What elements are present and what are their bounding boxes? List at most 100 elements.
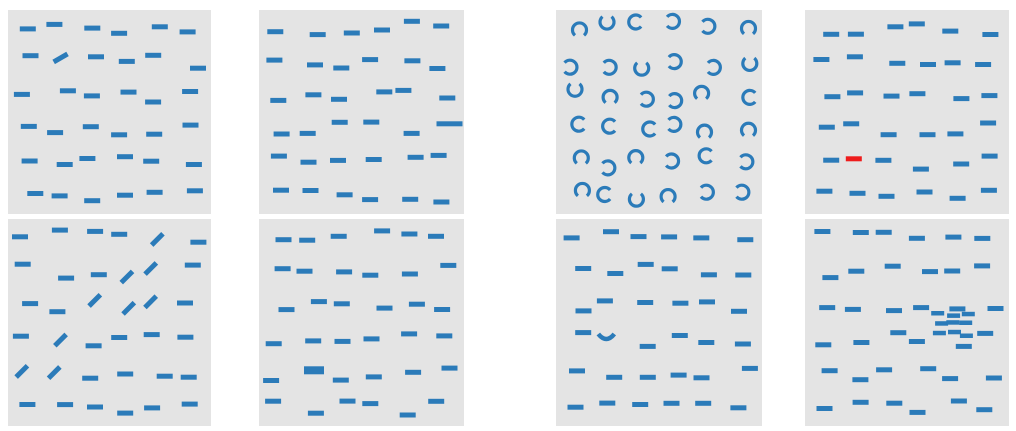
arc-mark xyxy=(701,17,717,35)
dash-mark xyxy=(919,132,936,138)
dash-mark xyxy=(920,366,937,372)
dash-mark xyxy=(886,308,902,314)
curved-mark xyxy=(596,332,617,342)
arc-mark xyxy=(639,90,655,108)
dash-mark xyxy=(13,91,30,97)
dash-mark xyxy=(942,28,959,34)
dash-mark xyxy=(117,410,134,416)
dash-mark xyxy=(849,190,866,196)
arc-mark xyxy=(627,192,645,208)
panel-color-popout xyxy=(805,10,1009,214)
cluster-dash-mark xyxy=(961,311,975,317)
dash-mark xyxy=(575,308,592,314)
dash-mark xyxy=(734,341,751,347)
dash-mark xyxy=(84,198,101,204)
dash-mark xyxy=(302,188,319,193)
dash-mark xyxy=(974,263,991,269)
dash-mark xyxy=(117,154,133,160)
panel-background xyxy=(259,10,464,214)
dash-mark xyxy=(671,333,688,338)
dash-mark xyxy=(693,375,710,381)
dash-mark xyxy=(819,305,836,311)
dash-mark xyxy=(575,266,592,271)
dash-mark xyxy=(363,119,380,125)
dash-mark xyxy=(19,26,36,32)
dash-mark xyxy=(823,31,840,37)
dash-mark xyxy=(362,401,379,407)
dash-mark xyxy=(661,266,678,272)
dash-mark xyxy=(818,124,835,130)
dash-mark xyxy=(275,237,292,243)
dash-mark xyxy=(146,189,163,195)
dash-mark xyxy=(942,376,959,382)
dash-mark xyxy=(880,132,897,138)
dash-mark xyxy=(12,234,28,240)
dash-mark xyxy=(111,335,128,340)
dash-mark xyxy=(846,54,863,60)
dash-mark xyxy=(19,402,36,407)
dash-mark xyxy=(599,400,616,406)
dash-mark xyxy=(433,23,450,29)
dash-mark xyxy=(49,309,66,315)
arc-mark xyxy=(739,121,758,137)
dash-mark xyxy=(436,333,453,339)
panel-density-cluster xyxy=(805,219,1009,426)
dash-mark xyxy=(735,272,752,278)
dash-mark xyxy=(433,199,450,205)
dash-mark xyxy=(265,341,282,347)
arc-mark xyxy=(572,149,590,165)
dash-mark xyxy=(265,398,282,404)
dash-mark xyxy=(663,400,680,406)
dash-mark xyxy=(407,154,424,160)
dash-mark xyxy=(273,131,290,137)
dash-mark xyxy=(949,195,966,201)
dash-mark xyxy=(186,188,203,194)
arc-mark xyxy=(699,183,715,201)
dash-mark xyxy=(145,52,162,58)
dash-mark xyxy=(182,89,199,94)
dash-mark xyxy=(741,365,758,371)
panel-tilted-diagonal xyxy=(8,219,211,426)
dash-mark xyxy=(333,65,350,71)
dash-mark xyxy=(987,306,1004,311)
dash-mark xyxy=(305,92,322,98)
dash-mark xyxy=(362,272,379,278)
dash-mark xyxy=(700,272,717,278)
arc-mark xyxy=(741,88,757,106)
dash-mark xyxy=(334,338,351,344)
dash-mark xyxy=(343,30,360,36)
panel-background xyxy=(8,219,211,426)
dash-mark xyxy=(637,261,654,267)
arc-mark xyxy=(596,185,612,204)
dash-mark xyxy=(875,157,892,163)
dash-mark xyxy=(111,30,128,36)
dash-mark xyxy=(637,300,654,305)
panel-background xyxy=(8,10,211,214)
arc-mark xyxy=(601,159,617,177)
arc-mark xyxy=(641,120,657,138)
panel-background xyxy=(259,219,464,426)
arc-mark xyxy=(601,117,617,135)
dash-mark xyxy=(670,372,687,378)
dash-mark xyxy=(852,399,869,405)
dash-mark xyxy=(953,96,970,102)
dash-mark xyxy=(117,192,133,198)
dash-mark xyxy=(908,339,925,344)
dash-mark xyxy=(145,99,162,105)
dash-mark xyxy=(185,162,202,167)
dash-mark xyxy=(278,307,295,313)
dash-mark xyxy=(852,230,869,235)
dash-mark xyxy=(980,187,997,193)
dash-mark xyxy=(699,299,715,305)
dash-mark xyxy=(184,262,201,268)
dash-mark xyxy=(46,365,62,381)
dash-mark xyxy=(365,374,382,380)
dash-mark xyxy=(912,166,929,172)
dash-mark xyxy=(950,398,967,404)
panel-background xyxy=(556,219,762,426)
dash-mark xyxy=(263,378,280,383)
dash-mark xyxy=(111,231,128,237)
dash-mark xyxy=(821,368,838,374)
dash-mark xyxy=(56,162,73,167)
